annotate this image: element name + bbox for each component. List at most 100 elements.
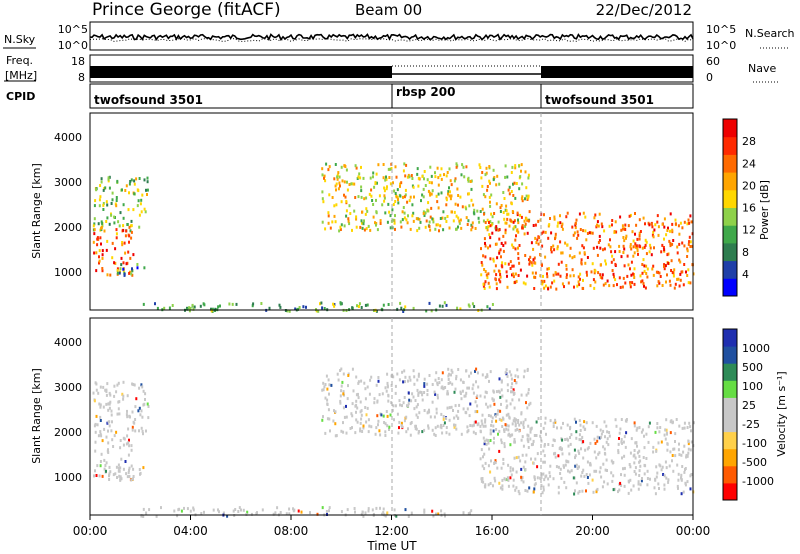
echo-cell: [436, 424, 439, 428]
echo-cell: [122, 394, 125, 398]
echo-cell: [542, 485, 545, 489]
echo-cell: [445, 220, 448, 223]
echo-cell: [516, 211, 519, 215]
echo-cell: [448, 372, 450, 376]
echo-cell: [497, 432, 499, 436]
echo-cell: [427, 201, 430, 205]
echo-cell: [400, 306, 403, 310]
echo-cell: [364, 406, 367, 409]
echo-cell: [595, 490, 598, 494]
echo-cell: [383, 189, 386, 193]
echo-cell: [582, 211, 585, 215]
echo-cell: [543, 286, 546, 290]
echo-cell: [372, 215, 375, 219]
echo-cell: [639, 230, 642, 233]
x-tick-label: 12:00: [374, 524, 409, 538]
echo-cell: [574, 222, 577, 226]
echo-cell: [392, 375, 395, 379]
echo-cell: [422, 210, 425, 214]
echo-cell: [661, 222, 664, 226]
echo-cell: [98, 255, 100, 259]
echo-cell: [681, 270, 684, 274]
echo-cell: [573, 231, 576, 235]
echo-cell: [512, 272, 515, 276]
echo-cell: [509, 267, 512, 270]
echo-cell: [526, 489, 529, 493]
echo-cell: [514, 238, 517, 242]
echo-cell: [495, 419, 498, 423]
echo-cell: [389, 167, 392, 171]
echo-cell: [98, 402, 101, 406]
echo-cell: [623, 435, 626, 439]
echo-cell: [489, 244, 492, 248]
echo-cell: [527, 391, 530, 395]
echo-cell: [399, 301, 402, 305]
echo-cell: [498, 182, 501, 186]
echo-cell: [480, 261, 483, 264]
echo-cell: [391, 208, 394, 212]
echo-cell: [467, 176, 470, 180]
echo-cell: [595, 424, 598, 428]
echo-cell: [92, 391, 95, 395]
echo-cell: [597, 271, 600, 275]
echo-cell: [610, 260, 613, 264]
echo-cell: [115, 196, 118, 199]
echo-cell: [594, 269, 597, 273]
echo-cell: [360, 417, 363, 421]
echo-cell: [680, 476, 682, 480]
echo-cell: [546, 275, 549, 279]
echo-cell: [560, 426, 563, 430]
echo-cell: [417, 393, 420, 397]
freq-tick-top: 18: [71, 55, 85, 68]
echo-cell: [549, 474, 552, 478]
echo-cell: [540, 439, 543, 443]
echo-cell: [374, 432, 377, 436]
echo-cell: [515, 182, 518, 185]
echo-cell: [645, 240, 648, 244]
echo-cell: [445, 174, 448, 178]
echo-cell: [638, 218, 641, 222]
echo-cell: [127, 427, 130, 431]
echo-cell: [641, 246, 644, 250]
echo-cell: [345, 199, 348, 203]
echo-cell: [581, 435, 584, 439]
echo-cell: [409, 227, 412, 231]
echo-cell: [546, 267, 549, 271]
echo-cell: [186, 307, 189, 311]
echo-cell: [537, 417, 540, 420]
echo-cell: [666, 442, 669, 446]
echo-cell: [193, 305, 196, 309]
echo-cell: [517, 230, 520, 234]
echo-cell: [484, 483, 487, 487]
echo-cell: [486, 218, 489, 222]
echo-cell: [375, 426, 378, 430]
echo-cell: [615, 424, 618, 428]
echo-cell: [511, 398, 514, 402]
echo-cell: [445, 417, 448, 420]
echo-cell: [407, 402, 410, 406]
echo-cell: [93, 204, 96, 208]
echo-cell: [678, 424, 681, 428]
echo-cell: [480, 419, 483, 423]
echo-cell: [424, 211, 427, 215]
echo-cell: [604, 259, 607, 263]
echo-cell: [594, 441, 597, 445]
echo-cell: [126, 475, 129, 479]
echo-cell: [138, 386, 141, 390]
echo-cell: [583, 420, 586, 424]
echo-cell: [454, 423, 457, 427]
echo-cell: [577, 233, 580, 237]
echo-cell: [629, 245, 632, 249]
echo-cell: [186, 507, 189, 511]
echo-cell: [454, 387, 457, 391]
echo-cell: [135, 397, 138, 401]
echo-cell: [504, 228, 507, 232]
echo-cell: [471, 225, 474, 229]
station-title: Prince George (fitACF): [92, 0, 281, 20]
echo-cell: [628, 214, 631, 218]
echo-cell: [108, 472, 111, 476]
echo-cell: [582, 229, 585, 233]
echo-cell: [460, 397, 463, 401]
echo-cell: [636, 247, 639, 250]
echo-cell: [680, 492, 683, 496]
